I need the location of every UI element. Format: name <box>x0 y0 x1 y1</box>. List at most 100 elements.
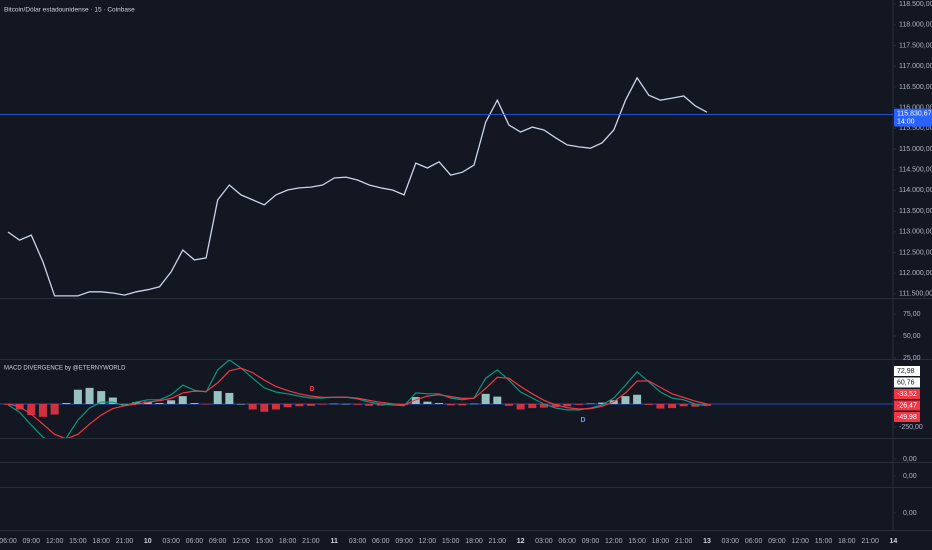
macd-line <box>7 360 708 438</box>
x-tick-label: 06:00 <box>372 538 390 545</box>
x-tick-label: 15:00 <box>628 538 646 545</box>
chart-title: Bitcoin/Dólar estadounidense · 15 · Coin… <box>4 7 135 14</box>
y-tick-label: 75,00 <box>903 311 921 318</box>
value-tag <box>894 377 920 388</box>
x-tick-label: 10 <box>144 538 152 545</box>
x-tick-label: 15:00 <box>69 538 87 545</box>
histogram-bar <box>539 403 548 408</box>
x-tick-label: 09:00 <box>768 538 786 545</box>
histogram-bar <box>27 403 36 416</box>
histogram-bar <box>668 403 677 409</box>
histogram-bar <box>703 403 711 406</box>
x-tick-label: 11 <box>330 538 338 545</box>
value-tag-label: -49,98 <box>897 414 917 421</box>
y-tick-label: 118.000,00 <box>899 22 932 29</box>
histogram-bar <box>481 393 490 404</box>
y-tick-label: 118.500,00 <box>899 1 932 8</box>
histogram-bar <box>271 403 280 410</box>
y-tick-label: 115.500,00 <box>899 125 932 132</box>
y-tick-label: 113.500,00 <box>899 208 932 215</box>
x-tick-label: 12:00 <box>791 538 809 545</box>
y-tick-label: 117.500,00 <box>899 42 932 49</box>
histogram-bar <box>237 403 245 405</box>
histogram-bar <box>295 403 304 407</box>
histogram-bar <box>563 403 572 407</box>
x-tick-label: 15:00 <box>256 538 274 545</box>
histogram-bar <box>423 401 432 404</box>
x-tick-label: 15:00 <box>815 538 833 545</box>
x-tick-label: 06:00 <box>558 538 576 545</box>
x-tick-label: 06:00 <box>0 538 17 545</box>
histogram-bar <box>225 392 234 404</box>
histogram-bar <box>691 403 700 407</box>
x-tick-label: 03:00 <box>722 538 740 545</box>
x-tick-label: 03:00 <box>162 538 180 545</box>
histogram-bar <box>50 403 59 415</box>
histogram-bar <box>306 403 315 406</box>
histogram-bar <box>470 403 478 405</box>
x-tick-label: 21:00 <box>116 538 134 545</box>
histogram-bar <box>411 397 420 404</box>
x-tick-label: 15:00 <box>442 538 460 545</box>
histogram-bar <box>120 403 129 405</box>
y-tick-label: 111.500,00 <box>899 291 932 298</box>
value-tag <box>894 366 920 376</box>
histogram-bar <box>97 391 106 404</box>
y-tick-label: 25,00 <box>903 355 921 362</box>
x-tick-label: 12:00 <box>419 538 437 545</box>
value-tag-label: -26,47 <box>897 402 917 409</box>
histogram-bar <box>633 394 642 404</box>
histogram-bar <box>190 403 199 404</box>
x-tick-label: 06:00 <box>745 538 763 545</box>
x-tick-label: 12:00 <box>46 538 64 545</box>
histogram-bar <box>679 403 688 407</box>
histogram-bar <box>528 403 537 409</box>
x-tick-label: 21:00 <box>489 538 507 545</box>
y-tick-label: 116.000,00 <box>899 104 932 111</box>
x-tick-label: 09:00 <box>395 538 413 545</box>
histogram-bar <box>143 401 152 404</box>
x-tick-label: 03:00 <box>349 538 367 545</box>
histogram-bar <box>132 402 141 404</box>
x-tick-label: 14 <box>890 538 898 545</box>
histogram-bar <box>178 396 187 404</box>
y-tick-label: -250,00 <box>899 424 923 431</box>
value-tag-label: 72,98 <box>897 368 915 375</box>
histogram-bar <box>574 403 583 405</box>
indicator-title: MACD DIVERGENCE by @ETERNYWORLD <box>4 366 126 372</box>
histogram-bar <box>213 391 222 404</box>
histogram-bar <box>353 403 362 405</box>
x-tick-label: 21:00 <box>302 538 320 545</box>
histogram-bar <box>341 403 350 405</box>
histogram-bar <box>73 389 82 404</box>
macd-plot <box>0 360 893 438</box>
x-tick-label: 12:00 <box>605 538 623 545</box>
histogram-bar <box>516 403 525 410</box>
x-tick-label: 09:00 <box>23 538 41 545</box>
y-tick-label: 0,00 <box>903 456 917 463</box>
histogram-bar <box>108 397 117 404</box>
histogram-bar <box>598 402 607 404</box>
x-tick-label: 03:00 <box>535 538 553 545</box>
histogram-bar <box>155 403 164 404</box>
value-tag <box>894 400 920 411</box>
x-tick-label: 18:00 <box>92 538 110 545</box>
histogram-bar <box>167 400 176 404</box>
x-tick-label: 18:00 <box>465 538 483 545</box>
histogram-bar <box>38 403 47 417</box>
y-tick-label: 115.000,00 <box>899 146 932 153</box>
x-tick-label: 18:00 <box>279 538 297 545</box>
y-tick-label: 116.500,00 <box>899 84 932 91</box>
y-tick-label: 113.000,00 <box>899 229 932 236</box>
x-tick-label: 18:00 <box>652 538 670 545</box>
x-tick-label: 18:00 <box>838 538 856 545</box>
histogram-bar <box>493 396 502 404</box>
histogram-bar <box>644 403 653 405</box>
y-tick-label: 117.000,00 <box>899 63 932 70</box>
histogram-bar <box>586 403 595 405</box>
histogram-bar <box>318 403 327 405</box>
x-tick-label: 06:00 <box>186 538 204 545</box>
histogram-bar <box>376 403 385 406</box>
x-tick-label: 21:00 <box>861 538 879 545</box>
value-tag-label: 60,76 <box>897 379 915 386</box>
